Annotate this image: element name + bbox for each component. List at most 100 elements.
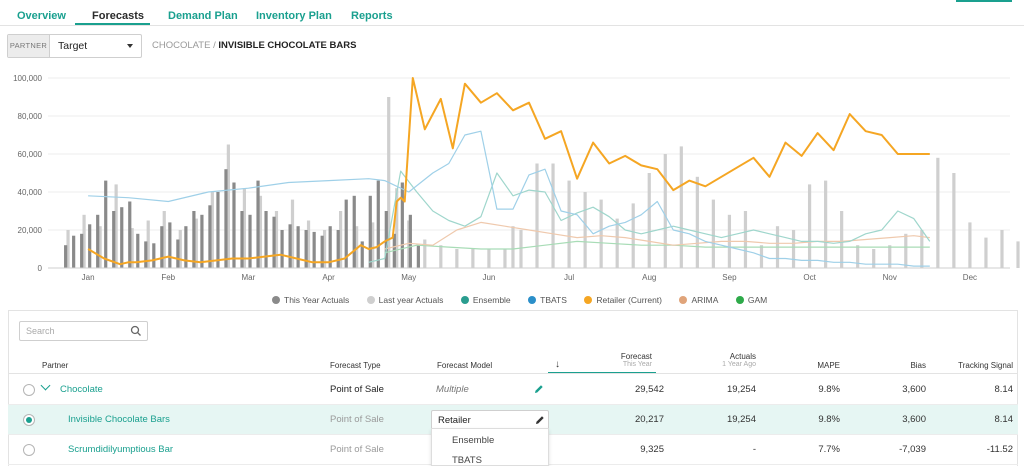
last-year-bar <box>423 239 427 268</box>
this-year-bar <box>320 235 324 268</box>
legend-dot <box>528 295 537 304</box>
x-tick-label: Apr <box>322 273 335 282</box>
row-actuals: 19,254 <box>726 384 756 395</box>
search-input[interactable] <box>26 324 126 338</box>
pencil-icon[interactable] <box>535 415 545 425</box>
row-forecast-type: Point of Sale <box>330 444 384 455</box>
last-year-bar <box>503 249 507 268</box>
y-tick-label: 60,000 <box>18 150 43 159</box>
chevron-down-icon[interactable] <box>40 380 51 391</box>
legend-this-year[interactable]: This Year Actuals <box>272 295 349 305</box>
header-forecast-sub: This Year <box>622 361 652 368</box>
legend-label: This Year Actuals <box>284 294 350 305</box>
legend-tbats[interactable]: TBATS <box>528 295 567 305</box>
last-year-bar <box>583 192 587 268</box>
row-mape: 9.8% <box>818 414 840 425</box>
forecast-model-select[interactable]: Retailer <box>431 410 549 430</box>
last-year-bar <box>274 211 279 268</box>
top-right-accent <box>956 0 1012 2</box>
row-radio-selected[interactable] <box>23 414 35 426</box>
legend-last-year[interactable]: Last year Actuals <box>366 294 444 305</box>
this-year-bar <box>96 214 100 268</box>
tab-demand-plan[interactable]: Demand Plan <box>168 10 238 22</box>
breadcrumb-category[interactable]: CHOCOLATE <box>152 40 211 51</box>
partner-select[interactable]: PARTNER Target <box>7 34 142 58</box>
this-year-bar <box>240 211 244 268</box>
last-year-bar <box>743 211 748 268</box>
legend-retailer[interactable]: Retailer (Current) <box>584 295 662 305</box>
search-field[interactable] <box>19 321 148 341</box>
this-year-bar <box>80 233 84 268</box>
pencil-icon[interactable] <box>534 384 544 394</box>
tab-inventory-plan[interactable]: Inventory Plan <box>256 10 332 22</box>
legend-arima[interactable]: ARIMA <box>679 295 718 305</box>
dropdown-option-ensemble[interactable]: Ensemble <box>452 435 495 446</box>
last-year-bar <box>920 230 924 268</box>
this-year-bar <box>216 192 220 268</box>
series-line-ensemble <box>368 170 931 263</box>
last-year-bar <box>226 144 230 268</box>
last-year-bar <box>679 146 683 268</box>
legend-label: Last year Actuals <box>378 294 444 305</box>
tab-overview[interactable]: Overview <box>17 10 66 22</box>
search-icon[interactable] <box>130 325 142 337</box>
y-tick-label: 40,000 <box>18 188 43 197</box>
this-year-bar <box>328 226 332 268</box>
series-line-retailer-current <box>87 77 930 266</box>
header-forecast-model[interactable]: Forecast Model <box>437 361 493 370</box>
header-partner[interactable]: Partner <box>42 361 69 370</box>
row-radio[interactable] <box>23 444 35 456</box>
caret-down-icon <box>127 44 133 48</box>
header-forecast-type[interactable]: Forecast Type <box>330 361 381 370</box>
this-year-bar <box>192 211 196 268</box>
x-tick-label: Jun <box>482 273 495 282</box>
legend-label: Ensemble <box>472 294 511 305</box>
tab-reports[interactable]: Reports <box>351 10 393 22</box>
x-tick-label: Sep <box>722 273 737 282</box>
this-year-bar <box>400 182 404 268</box>
row-radio[interactable] <box>23 384 35 396</box>
this-year-bar <box>384 211 388 268</box>
this-year-bar <box>352 195 356 268</box>
last-year-bar <box>824 180 828 268</box>
header-actuals[interactable]: Actuals 1 Year Ago <box>700 352 756 368</box>
header-tracking-signal[interactable]: Tracking Signal <box>958 361 1013 370</box>
breadcrumb: CHOCOLATE / INVISIBLE CHOCOLATE BARS <box>152 40 356 51</box>
header-forecast[interactable]: Forecast This Year <box>600 352 652 368</box>
last-year-bar <box>711 199 715 268</box>
last-year-bar <box>663 154 667 268</box>
row-partner[interactable]: Scrumdidilyumptious Bar <box>68 444 174 455</box>
last-year-bar <box>888 245 892 268</box>
header-bias[interactable]: Bias <box>910 361 926 370</box>
legend-ensemble[interactable]: Ensemble <box>460 294 511 305</box>
sort-down-icon[interactable]: ↓ <box>555 359 560 370</box>
this-year-bar <box>88 224 92 268</box>
last-year-bar <box>807 184 812 268</box>
tab-forecasts[interactable]: Forecasts <box>92 10 144 22</box>
forecast-table-panel <box>8 310 1018 466</box>
last-year-bar <box>647 173 651 268</box>
legend-gam[interactable]: GAM <box>735 295 767 305</box>
this-year-bar <box>136 233 140 268</box>
this-year-bar <box>408 214 412 268</box>
this-year-bar <box>296 226 300 268</box>
x-tick-label: Jul <box>564 273 574 282</box>
last-year-bar <box>306 220 311 268</box>
last-year-bar <box>395 188 399 268</box>
last-year-bar <box>242 188 247 268</box>
y-tick-label: 20,000 <box>18 226 43 235</box>
legend-label: ARIMA <box>691 294 719 305</box>
series-line-gam <box>384 240 930 254</box>
chart-legend: This Year Actuals Last year Actuals Ense… <box>272 291 780 305</box>
last-year-bar <box>339 211 343 268</box>
dropdown-option-tbats[interactable]: TBATS <box>452 455 482 466</box>
x-tick-label: May <box>401 273 416 282</box>
last-year-bar <box>856 245 860 268</box>
table-row[interactable]: Chocolate Point of Sale Multiple 29,542 … <box>8 375 1018 405</box>
row-partner[interactable]: Invisible Chocolate Bars <box>68 414 170 425</box>
row-partner[interactable]: Chocolate <box>60 384 103 395</box>
table-row-selected[interactable]: Invisible Chocolate Bars Point of Sale R… <box>8 405 1018 435</box>
header-mape[interactable]: MAPE <box>817 361 840 370</box>
row-bias: -7,039 <box>899 444 926 455</box>
row-tracking: -11.52 <box>986 444 1013 455</box>
